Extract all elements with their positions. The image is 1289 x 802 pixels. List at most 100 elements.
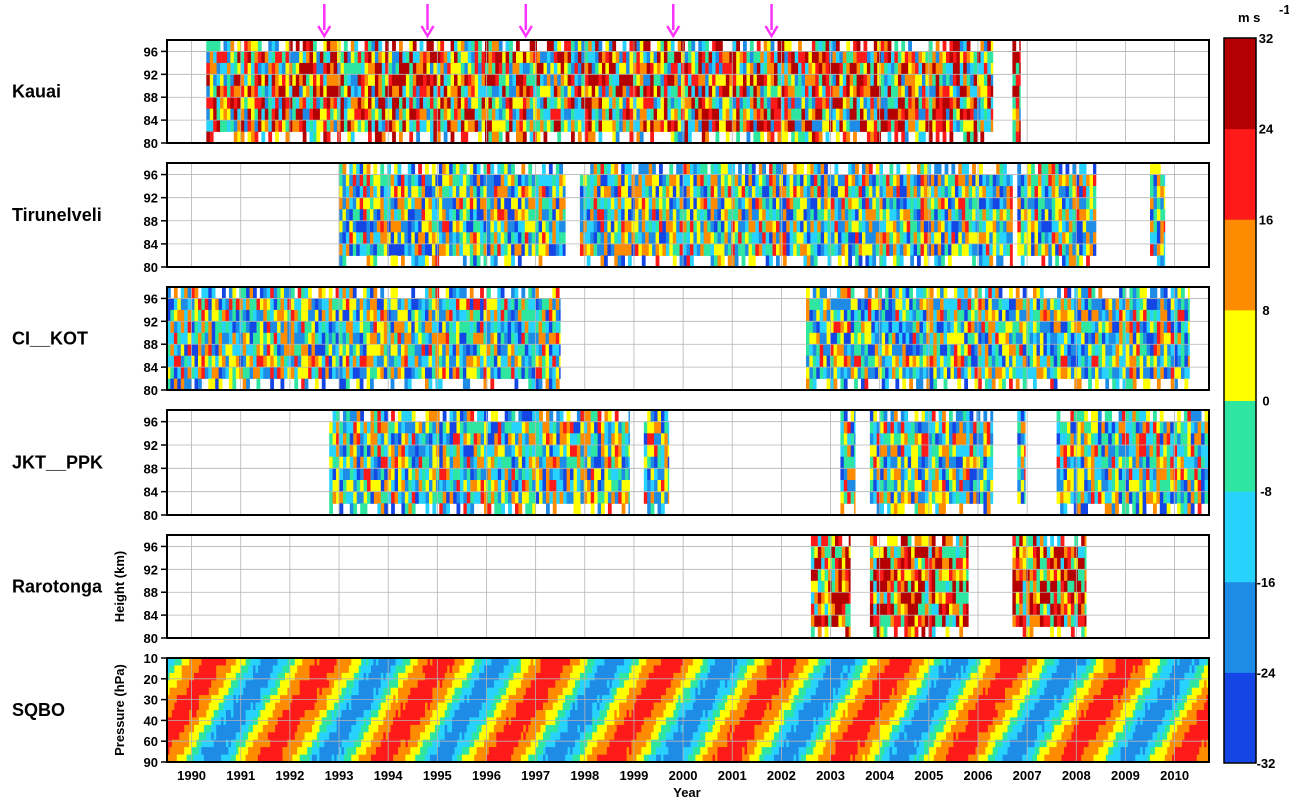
heat-cell [500, 344, 505, 356]
heat-cell [908, 40, 912, 52]
heat-cell [966, 120, 971, 132]
heat-cell [500, 309, 505, 322]
heat-cell [992, 186, 997, 199]
heat-cell [1058, 174, 1063, 187]
heat-cell [809, 378, 814, 390]
heat-cell [815, 62, 820, 75]
heat-cell [378, 62, 383, 75]
heat-cell [433, 97, 438, 109]
heat-cell [476, 220, 481, 233]
heat-cell [604, 232, 608, 245]
heat-cell [1156, 243, 1161, 256]
heat-cell [536, 51, 541, 64]
heat-cell [691, 74, 696, 87]
heat-cell [927, 243, 932, 256]
heat-cell [431, 186, 436, 199]
heat-cell [407, 243, 412, 256]
heat-cell [867, 287, 872, 299]
heat-cell [167, 344, 171, 356]
heat-cell [287, 309, 292, 322]
heat-cell [529, 97, 534, 109]
heat-cell [487, 243, 491, 256]
heat-cell [390, 243, 395, 256]
heat-cell [282, 108, 286, 121]
heat-cell [677, 51, 682, 64]
heat-cell [746, 85, 751, 98]
heat-cell [211, 309, 216, 322]
heat-cell [512, 51, 517, 64]
heat-cell [996, 174, 1000, 187]
heat-cell [535, 332, 539, 345]
heat-cell [517, 309, 522, 322]
heat-cell [361, 97, 365, 109]
heat-cell [514, 355, 519, 368]
heat-cell [717, 163, 722, 175]
heat-cell [745, 209, 749, 222]
heat-cell [806, 321, 810, 334]
heat-cell [425, 209, 429, 222]
heat-cell [469, 367, 474, 379]
heat-cell [235, 298, 240, 311]
heat-cell [356, 298, 360, 311]
heat-cell [703, 209, 708, 222]
heat-cell [886, 186, 890, 199]
heat-cell [254, 97, 259, 109]
heat-cell [796, 174, 801, 187]
heat-cell [1034, 197, 1039, 210]
heat-cell [1068, 209, 1073, 222]
heat-cell [352, 243, 357, 256]
heat-cell [361, 120, 365, 132]
heat-cell [868, 232, 873, 245]
heat-cell [478, 51, 482, 64]
heat-cell [977, 97, 981, 109]
heat-cell [840, 321, 845, 334]
heat-cell [813, 209, 818, 222]
heat-cell [879, 174, 883, 187]
heat-cell [421, 355, 426, 368]
heat-cell [679, 220, 684, 233]
heat-cell [813, 174, 818, 187]
heat-cell [388, 74, 393, 87]
heat-cell [703, 197, 708, 210]
heat-cell [858, 186, 863, 199]
heat-cell [932, 120, 937, 132]
heat-cell [645, 197, 649, 210]
heat-cell [545, 197, 550, 210]
heat-cell [304, 367, 309, 379]
heat-cell [915, 120, 919, 132]
heat-cell [906, 163, 911, 175]
heat-cell [683, 186, 687, 199]
heat-cell [684, 120, 689, 132]
heat-cell [443, 74, 448, 87]
heat-cell [932, 51, 937, 64]
heat-cell [626, 120, 630, 132]
heat-cell [416, 108, 420, 121]
heat-cell [909, 344, 913, 356]
heat-cell [495, 108, 500, 121]
heat-cell [206, 62, 211, 75]
heat-cell [495, 97, 500, 109]
heat-cell [261, 120, 266, 132]
heat-cell [521, 220, 526, 233]
heat-cell [919, 344, 924, 356]
heat-cell [361, 108, 365, 121]
heat-cell [942, 40, 947, 52]
heat-cell [824, 174, 828, 187]
heat-cell [1156, 255, 1161, 267]
heat-cell [905, 321, 910, 334]
heat-cell [777, 108, 782, 121]
heat-cell [806, 344, 810, 356]
heat-cell [688, 85, 692, 98]
heat-cell [363, 298, 367, 311]
heat-cell [891, 85, 895, 98]
heat-cell [657, 120, 661, 132]
heat-cell [806, 355, 810, 368]
heat-cell [511, 255, 515, 267]
heat-cell [1086, 243, 1090, 256]
heat-cell [712, 40, 716, 52]
heat-cell [639, 85, 644, 98]
heat-cell [514, 243, 519, 256]
heat-cell [920, 163, 925, 175]
heat-cell [476, 186, 481, 199]
heat-cell [242, 332, 247, 345]
